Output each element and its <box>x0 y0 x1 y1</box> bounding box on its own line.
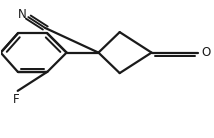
Text: O: O <box>202 46 211 59</box>
Text: F: F <box>13 93 20 106</box>
Text: N: N <box>18 8 26 21</box>
